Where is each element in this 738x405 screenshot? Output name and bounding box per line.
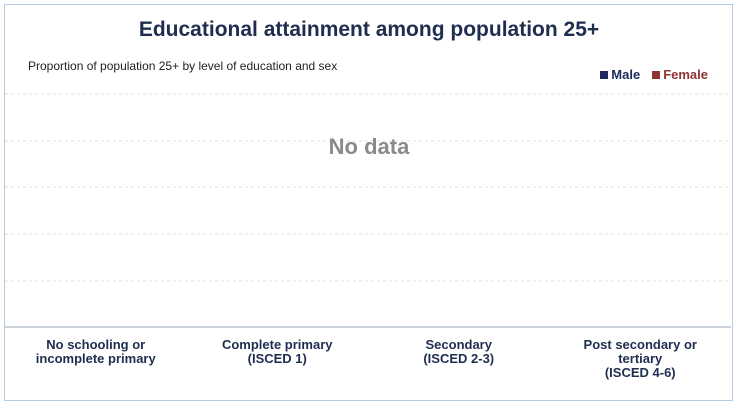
no-data-message: No data <box>328 134 410 159</box>
x-tick-label: Post secondary or tertiary (ISCED 4-6) <box>583 337 697 380</box>
legend-label: Male <box>611 67 641 82</box>
x-tick-label: Complete primary (ISCED 1) <box>221 337 333 366</box>
chart-frame <box>4 4 733 401</box>
chart-title: Educational attainment among population … <box>138 18 600 41</box>
x-tick-label: Secondary (ISCED 2-3) <box>423 337 495 366</box>
x-tick-label: No schooling or incomplete primary <box>35 337 156 366</box>
chart-subtitle: Proportion of population 25+ by level of… <box>28 59 338 73</box>
legend: Male Female <box>600 67 708 82</box>
legend-label: Female <box>663 67 708 82</box>
legend-swatch <box>652 70 661 79</box>
legend-swatch <box>600 70 609 79</box>
legend-item: Female <box>652 67 708 82</box>
legend-item: Male <box>600 67 640 82</box>
